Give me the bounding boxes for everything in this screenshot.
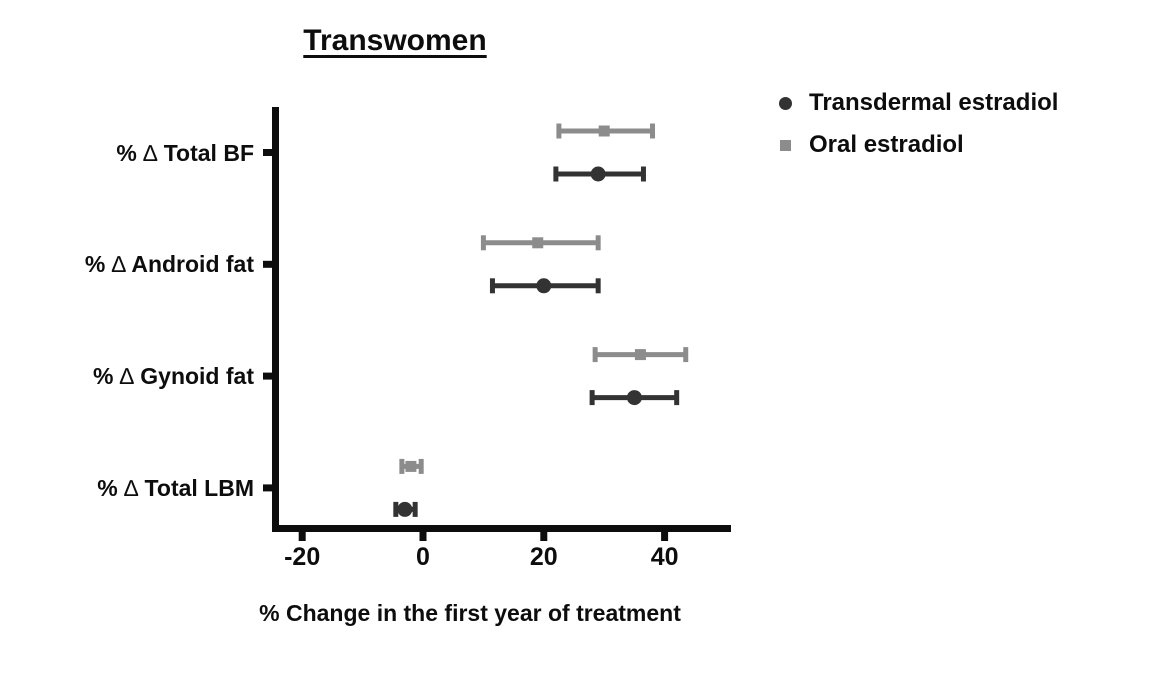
- legend-item: Transdermal estradiol: [779, 88, 1058, 118]
- marker-circle: [626, 390, 642, 406]
- marker-square: [634, 349, 646, 361]
- marker-circle: [536, 278, 552, 294]
- legend-item: Oral estradiol: [779, 130, 1058, 160]
- y-axis-line: [272, 107, 279, 532]
- x-axis-tick: [661, 532, 669, 541]
- circle-icon: [779, 96, 792, 110]
- category-label: % ∆ Android fat: [84, 251, 254, 278]
- chart-title: Transwomen: [303, 24, 487, 57]
- y-axis-tick: [263, 149, 272, 156]
- square-icon: [780, 139, 791, 151]
- marker-circle: [397, 501, 413, 517]
- marker-square: [532, 237, 544, 249]
- category-label: % ∆ Gynoid fat: [92, 363, 254, 390]
- delta-symbol: ∆: [119, 363, 134, 390]
- marker-circle: [590, 166, 606, 182]
- category-label: % ∆ Total BF: [116, 139, 254, 166]
- x-axis-tick: [419, 532, 427, 541]
- legend-label: Oral estradiol: [809, 131, 964, 158]
- marker-square: [405, 460, 417, 472]
- x-tick-label: -20: [284, 543, 321, 571]
- x-tick-label: 0: [416, 543, 430, 571]
- x-tick-label: 40: [650, 543, 679, 571]
- delta-symbol: ∆: [143, 139, 158, 166]
- x-axis-line: [272, 525, 731, 532]
- x-axis-title: % Change in the first year of treatment: [259, 600, 681, 626]
- x-axis-tick: [298, 532, 306, 541]
- y-axis-tick: [263, 260, 272, 268]
- y-axis-tick: [263, 484, 272, 492]
- y-axis-tick: [263, 372, 272, 380]
- delta-symbol: ∆: [111, 251, 126, 278]
- category-label: % ∆ Total LBM: [97, 474, 254, 501]
- legend-label: Transdermal estradiol: [809, 89, 1059, 116]
- legend: Transdermal estradiol Oral estradiol: [779, 88, 1058, 172]
- x-tick-label: 20: [529, 543, 558, 571]
- delta-symbol: ∆: [124, 474, 139, 501]
- x-axis-tick: [540, 532, 548, 541]
- marker-square: [598, 125, 610, 137]
